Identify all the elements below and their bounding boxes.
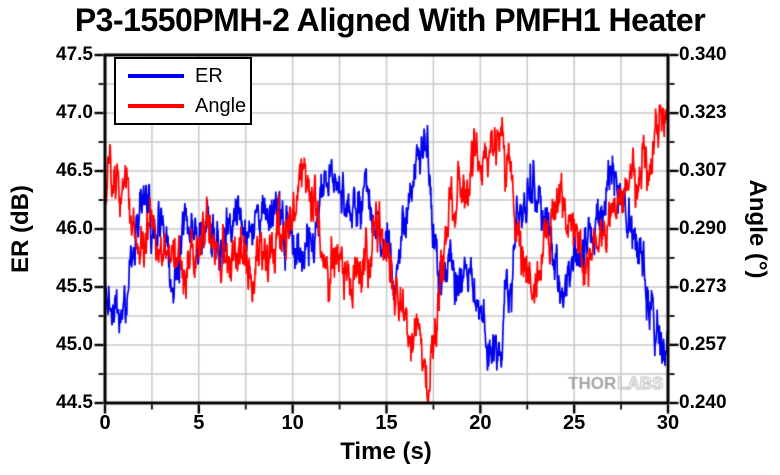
legend-label-er: ER xyxy=(195,64,223,87)
legend: ER Angle xyxy=(114,57,252,125)
y-left-axis-title: ER (dB) xyxy=(7,185,34,273)
y-right-axis-title: Angle (°) xyxy=(744,179,771,279)
legend-item-angle: Angle xyxy=(128,95,250,118)
x-axis-title: Time (s) xyxy=(340,438,432,465)
legend-label-angle: Angle xyxy=(195,94,247,117)
angle-line-swatch xyxy=(128,104,184,108)
chart-title: P3-1550PMH-2 Aligned With PMFH1 Heater xyxy=(74,2,706,38)
er-line-swatch xyxy=(128,74,184,78)
legend-item-er: ER xyxy=(128,65,250,88)
